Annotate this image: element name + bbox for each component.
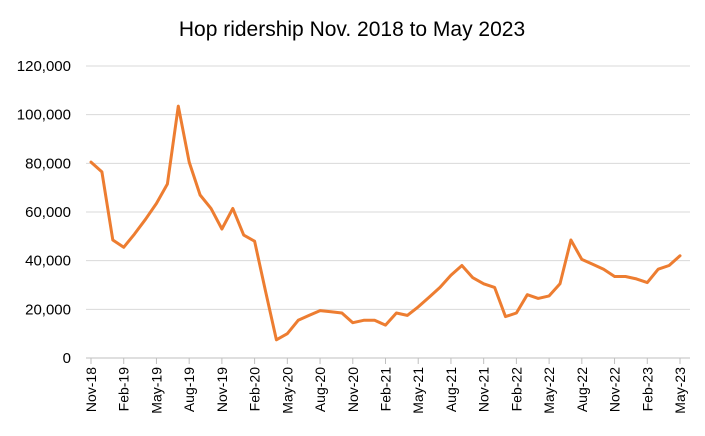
x-tick-label: Feb-21: [378, 367, 394, 412]
x-tick-label: Nov-18: [83, 367, 99, 412]
y-axis-tick-labels: 0 20,000 40,000 60,000 80,000 100,000 120,000: [17, 58, 71, 367]
y-tick-label: 100,000: [17, 107, 71, 124]
series-line-ridership: [89, 104, 682, 342]
x-tick-label: Nov-22: [607, 367, 623, 412]
x-tick-label: Feb-19: [116, 367, 132, 412]
x-tick-label: Feb-20: [247, 367, 263, 412]
x-tick-label: Nov-20: [345, 367, 361, 412]
x-tick-label: Aug-19: [181, 367, 197, 412]
x-tick-label: May-20: [279, 367, 295, 414]
y-tick-label: 120,000: [17, 58, 71, 75]
x-tick-label: May-19: [148, 367, 164, 414]
y-tick-label: 60,000: [25, 204, 71, 221]
x-axis: [86, 357, 690, 364]
y-tick-label: 40,000: [25, 253, 71, 270]
x-tick-label: Aug-22: [574, 367, 590, 412]
y-tick-label: 80,000: [25, 155, 71, 172]
chart-title: Hop ridership Nov. 2018 to May 2023: [179, 18, 525, 41]
x-tick-label: May-23: [672, 367, 688, 414]
x-tick-label: May-22: [541, 367, 557, 414]
x-tick-label: Feb-22: [508, 367, 524, 412]
x-tick-label: Aug-21: [443, 367, 459, 412]
gridlines: [86, 65, 690, 310]
x-tick-label: Feb-23: [639, 367, 655, 412]
x-tick-label: May-21: [410, 367, 426, 414]
y-tick-label: 20,000: [25, 301, 71, 318]
y-tick-label: 0: [63, 350, 71, 367]
x-tick-label: Aug-20: [312, 367, 328, 412]
series-layer: [89, 104, 682, 342]
x-axis-tick-labels: Nov-18 Feb-19 May-19 Aug-19 Nov-19 Feb-20 May-…: [83, 367, 688, 414]
x-tick-label: Nov-19: [214, 367, 230, 412]
x-tick-label: Nov-21: [476, 367, 492, 412]
